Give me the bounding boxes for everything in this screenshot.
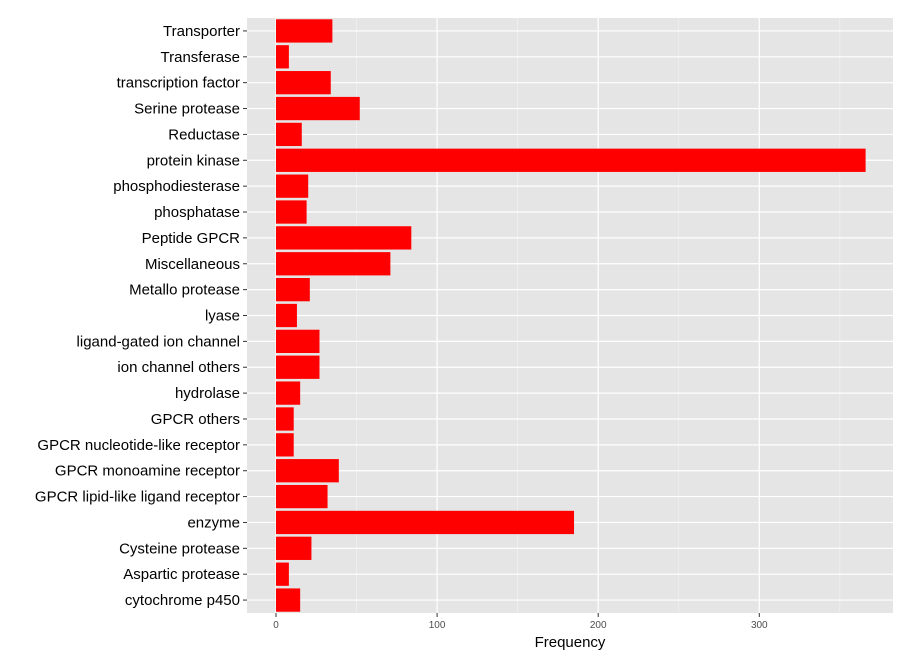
bar (275, 148, 866, 172)
category-label: Metallo protease (129, 282, 240, 299)
category-label: enzyme (187, 514, 240, 531)
bar (275, 252, 391, 276)
category-label: Aspartic protease (123, 566, 240, 583)
bar (275, 433, 294, 457)
category-label: phosphatase (154, 204, 240, 221)
category-label: Reductase (168, 126, 240, 143)
bar (275, 588, 301, 612)
bar (275, 45, 289, 69)
x-axis-title: Frequency (535, 634, 606, 651)
bar (275, 122, 302, 147)
bar (275, 355, 320, 379)
bar (275, 459, 339, 483)
category-label: Cysteine protease (119, 540, 240, 557)
bar (275, 562, 289, 586)
bars (275, 19, 866, 612)
bar (275, 226, 412, 250)
category-label: GPCR lipid-like ligand receptor (35, 489, 240, 506)
x-tick-label: 200 (590, 620, 607, 631)
category-label: GPCR nucleotide-like receptor (37, 437, 240, 454)
bar (275, 96, 360, 121)
category-label: Transferase (161, 49, 240, 66)
bar (275, 71, 331, 95)
x-tick-label: 0 (273, 620, 279, 631)
bar (275, 200, 307, 224)
x-tick-label: 300 (751, 620, 768, 631)
bar (275, 174, 309, 198)
category-label: transcription factor (117, 75, 240, 92)
bar (275, 277, 310, 302)
category-label: phosphodiesterase (113, 178, 240, 195)
bar (275, 303, 297, 328)
category-label: ion channel others (117, 359, 240, 376)
category-label: Peptide GPCR (142, 230, 241, 247)
category-label: hydrolase (175, 385, 240, 402)
category-label: lyase (205, 308, 240, 325)
x-tick-label: 100 (429, 620, 446, 631)
bar (275, 329, 320, 354)
category-label: Miscellaneous (145, 256, 240, 273)
category-label: cytochrome p450 (125, 592, 240, 609)
category-labels: Transporter Transferase transcription fact… (35, 23, 247, 609)
bar (275, 536, 312, 560)
bar (275, 381, 301, 405)
category-label: ligand-gated ion channel (77, 333, 240, 350)
bar (275, 407, 294, 431)
bar (275, 19, 333, 43)
category-label: Serine protease (134, 101, 240, 118)
category-label: GPCR monoamine receptor (55, 463, 240, 480)
category-label: protein kinase (147, 152, 240, 169)
bar (275, 510, 575, 535)
x-axis-ticks: 0 100 200 300 (273, 613, 768, 631)
category-label: Transporter (163, 23, 240, 40)
bar (275, 484, 328, 509)
category-label: GPCR others (151, 411, 240, 428)
